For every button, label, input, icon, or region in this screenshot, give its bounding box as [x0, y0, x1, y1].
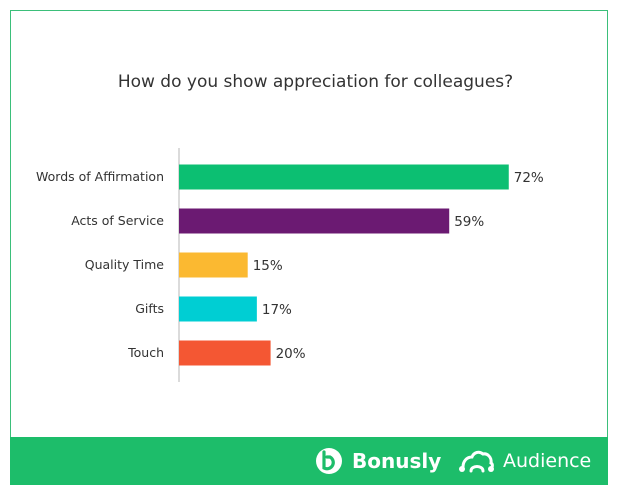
value-label: 72% [514, 170, 544, 186]
value-label: 20% [276, 346, 306, 362]
audience-label: Audience [503, 450, 592, 472]
value-label: 17% [262, 302, 292, 318]
category-label: Words of Affirmation [36, 169, 164, 184]
category-label: Touch [127, 345, 164, 360]
chart-title: How do you show appreciation for colleag… [117, 72, 514, 92]
bonusly-brand: Bonusly [312, 437, 441, 485]
category-label: Acts of Service [71, 213, 164, 228]
footer-bar: Bonusly Audience [10, 437, 608, 485]
value-label: 59% [454, 214, 484, 230]
bar [179, 340, 271, 366]
bonusly-logo-icon [316, 448, 342, 474]
bar [179, 164, 509, 190]
bar [179, 208, 450, 234]
audience-brand: Audience [457, 437, 591, 485]
category-label: Gifts [135, 301, 164, 316]
bonusly-label: Bonusly [352, 449, 442, 473]
chart-card [10, 10, 608, 485]
bar [179, 296, 257, 322]
audience-logo-icon [459, 450, 494, 473]
category-label: Quality Time [85, 257, 165, 272]
bar [179, 252, 248, 278]
value-label: 15% [253, 258, 283, 274]
